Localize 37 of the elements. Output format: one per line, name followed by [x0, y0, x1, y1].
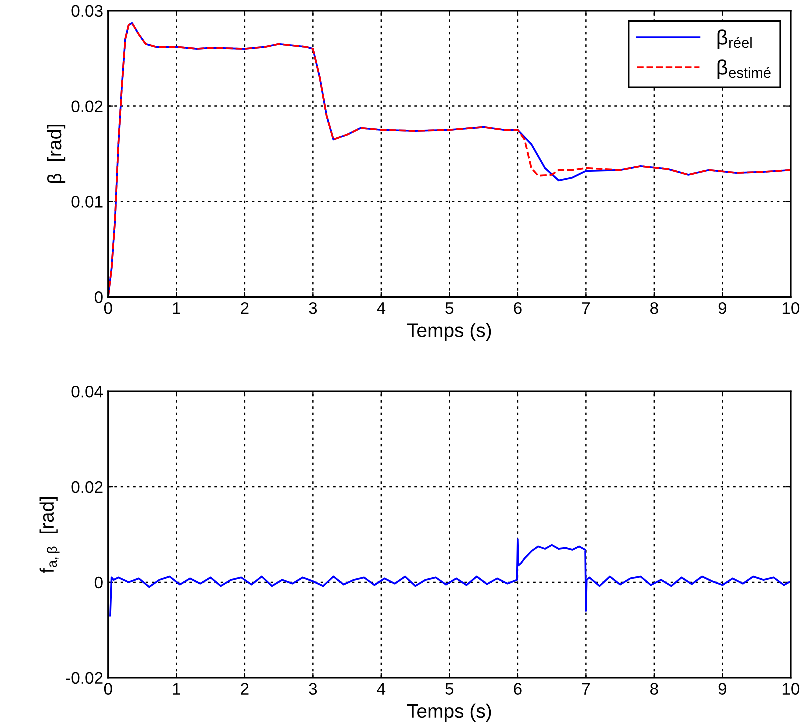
x-axis-title: Temps (s) — [407, 323, 492, 342]
y-axis-title: f$_{a,β}$ [rad] — [40, 497, 60, 574]
x-tick-label: 8 — [650, 302, 658, 314]
x-tick-label: 10 — [782, 683, 800, 695]
y-tick-label: 0.04 — [72, 386, 104, 398]
x-tick-label: 9 — [718, 683, 727, 695]
legend-label: β$_{réel}$ — [718, 30, 752, 50]
x-tick-label: 2 — [241, 683, 249, 695]
x-tick-label: 6 — [514, 683, 522, 695]
y-tick-label: 0 — [94, 576, 103, 589]
x-tick-label: 0 — [104, 683, 112, 695]
x-tick-label: 5 — [446, 302, 454, 314]
x-tick-label: 2 — [241, 302, 249, 314]
x-tick-label: 6 — [514, 302, 522, 314]
x-tick-label: 3 — [309, 302, 318, 314]
y-tick-label: 0.03 — [72, 5, 103, 18]
legend-label: β$_{estimé}$ — [718, 60, 771, 80]
x-axis-title: Temps (s) — [407, 704, 492, 722]
x-tick-label: 5 — [446, 683, 454, 695]
y-tick-label: 0 — [94, 292, 103, 304]
x-tick-label: 4 — [377, 302, 386, 314]
x-tick-label: 7 — [582, 683, 590, 695]
x-tick-label: 1 — [173, 683, 180, 695]
x-tick-label: 9 — [718, 302, 727, 314]
x-tick-label: 1 — [173, 302, 180, 314]
x-tick-label: 3 — [309, 683, 318, 695]
x-tick-label: 7 — [582, 302, 590, 314]
x-tick-label: 4 — [377, 683, 386, 695]
y-tick-label: 0.02 — [72, 481, 103, 494]
x-tick-label: 8 — [650, 683, 658, 695]
y-axis-title: β [rad] — [47, 124, 66, 184]
y-tick-label: 0.02 — [72, 100, 103, 112]
y-tick-label: -0.02 — [66, 672, 103, 684]
line-series — [110, 538, 791, 617]
x-tick-label: 0 — [104, 302, 112, 314]
x-tick-label: 10 — [782, 302, 800, 314]
y-tick-label: 0.01 — [72, 196, 103, 208]
